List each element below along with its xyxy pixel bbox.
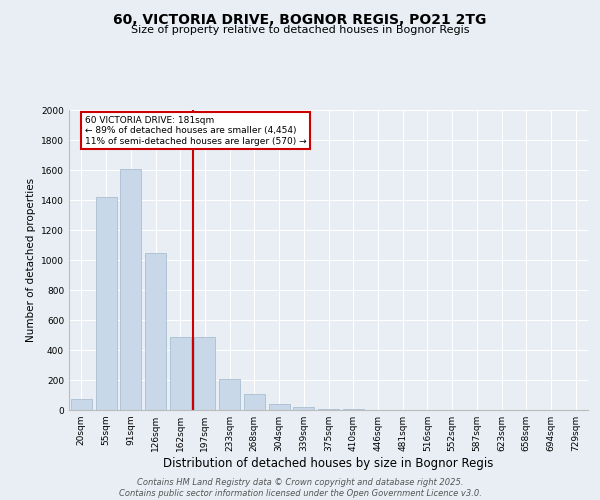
Text: 60, VICTORIA DRIVE, BOGNOR REGIS, PO21 2TG: 60, VICTORIA DRIVE, BOGNOR REGIS, PO21 2… (113, 12, 487, 26)
Bar (71, 399, 92, 410)
Text: 60 VICTORIA DRIVE: 181sqm
← 89% of detached houses are smaller (4,454)
11% of se: 60 VICTORIA DRIVE: 181sqm ← 89% of detac… (85, 116, 307, 146)
Bar (269, 404, 290, 410)
Text: Contains HM Land Registry data © Crown copyright and database right 2025.
Contai: Contains HM Land Registry data © Crown c… (119, 478, 481, 498)
Bar (293, 407, 314, 410)
X-axis label: Distribution of detached houses by size in Bognor Regis: Distribution of detached houses by size … (163, 457, 494, 470)
Bar (95, 197, 116, 410)
Bar (244, 394, 265, 410)
Bar (170, 336, 191, 410)
Y-axis label: Number of detached properties: Number of detached properties (26, 178, 35, 342)
Bar (318, 408, 339, 410)
Bar (145, 252, 166, 410)
Bar (194, 336, 215, 410)
Bar (343, 409, 364, 410)
Bar (120, 168, 141, 410)
Bar (219, 378, 240, 410)
Text: Size of property relative to detached houses in Bognor Regis: Size of property relative to detached ho… (131, 25, 469, 35)
